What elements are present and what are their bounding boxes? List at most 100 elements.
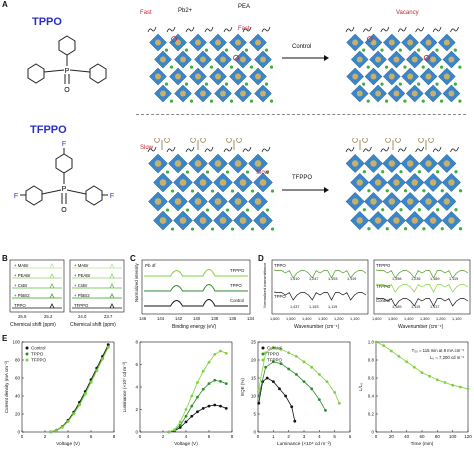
cation [225, 170, 230, 174]
vacancy-marker [366, 36, 373, 43]
octahedron-center [180, 56, 186, 63]
y-tick-label: 0 [17, 430, 20, 435]
pea-chain [223, 146, 233, 153]
cation [367, 227, 371, 231]
pea-chain [432, 146, 442, 153]
octahedron-center [194, 160, 202, 167]
y-tick-label: 0.8 [368, 358, 375, 363]
cation [454, 170, 458, 174]
data-point [310, 365, 314, 369]
data-point [224, 382, 228, 386]
ftir-peak-label: 1,189 [430, 277, 440, 281]
pea-chain [380, 26, 390, 33]
data-point [264, 365, 268, 369]
vacancy-label: Vacancy [396, 10, 419, 16]
cation [165, 170, 170, 174]
cation [381, 208, 385, 212]
ftir-tick: 1,600 [270, 317, 280, 321]
octahedron-center [370, 73, 377, 80]
cation [249, 65, 254, 69]
xps-tick: 138 [211, 316, 219, 321]
data-point [302, 360, 306, 364]
data-point [294, 373, 298, 376]
octahedron-center [214, 160, 222, 167]
data-point [337, 401, 341, 405]
ftir-top-name: TPPO [274, 263, 286, 268]
cation [190, 227, 195, 231]
data-point [190, 404, 194, 408]
legend-marker [261, 346, 265, 350]
pea-chain [450, 146, 459, 153]
y-tick-label: 25 [251, 340, 257, 345]
panel-b-label: B [2, 254, 8, 263]
pb-ion-label: Pb2+ [178, 8, 193, 14]
panel-c-label: C [130, 254, 136, 263]
cation [245, 170, 250, 174]
data-point [213, 352, 217, 356]
octahedron-center [254, 160, 262, 167]
cation [245, 208, 250, 212]
cation [209, 65, 214, 69]
ftir-peak-label: 1,398 [392, 277, 402, 281]
y-tick-label: 0 [135, 430, 138, 435]
octahedron-center [388, 160, 396, 167]
nmr-peak [49, 263, 55, 269]
ligand-ring [352, 138, 358, 143]
cation [366, 99, 370, 103]
cation [439, 65, 444, 69]
octahedron-center [239, 217, 247, 224]
y-tick-label: 60 [15, 376, 21, 381]
data-point [257, 387, 261, 391]
x-tick-label: 0 [257, 434, 260, 439]
nmr-peak [109, 263, 115, 269]
pea-chain [363, 26, 372, 33]
cation [384, 99, 389, 103]
panel-e-label: E [2, 334, 8, 343]
octahedron-center [407, 73, 414, 80]
nmr-peak [109, 293, 115, 299]
cation [398, 82, 402, 86]
nmr-peak [109, 273, 115, 279]
data-point [201, 369, 205, 373]
cation [417, 48, 421, 52]
data-point [101, 357, 104, 361]
octahedron-center [260, 90, 266, 97]
ftir-peak-label: 1,119 [328, 305, 337, 309]
x-axis-label: Luminance (×10⁴ cd m⁻²) [277, 441, 331, 447]
y-tick-label: 20 [15, 412, 21, 417]
y-axis-label: Current density (mA cm⁻²) [4, 360, 9, 413]
ftir-ylabel: Normalized transmittance [262, 262, 267, 308]
data-point [317, 373, 321, 376]
cation [384, 65, 389, 69]
perovskite-tppo-after [345, 26, 462, 103]
ftir-tick: 1,500 [388, 317, 398, 321]
data-point [106, 346, 110, 349]
data-point [451, 383, 455, 387]
octahedron-center [160, 90, 166, 97]
pea-chain [415, 26, 424, 33]
data-point [55, 429, 58, 432]
nmr-peak [49, 283, 55, 289]
plot-frame [139, 341, 233, 433]
data-point [207, 404, 211, 408]
octahedron-center [443, 73, 450, 80]
data-point [293, 419, 297, 423]
cation [250, 227, 255, 231]
octahedron-center [393, 217, 400, 224]
octahedron-center [200, 56, 206, 63]
data-point [224, 406, 228, 410]
vacancy-marker [233, 54, 239, 61]
octahedron-center [239, 179, 247, 186]
data-point [207, 382, 211, 386]
control-arrow [282, 55, 329, 61]
ftir-peak-label: 1,235 [411, 277, 421, 281]
octahedron-center [234, 160, 242, 167]
data-point [219, 404, 222, 408]
slow-left-label: Slow [140, 145, 154, 151]
x-tick-label: 1 [272, 434, 275, 439]
cation [225, 208, 230, 212]
ligand-ring [164, 138, 170, 143]
octahedron-center [194, 198, 202, 205]
octahedron-center [429, 217, 437, 224]
